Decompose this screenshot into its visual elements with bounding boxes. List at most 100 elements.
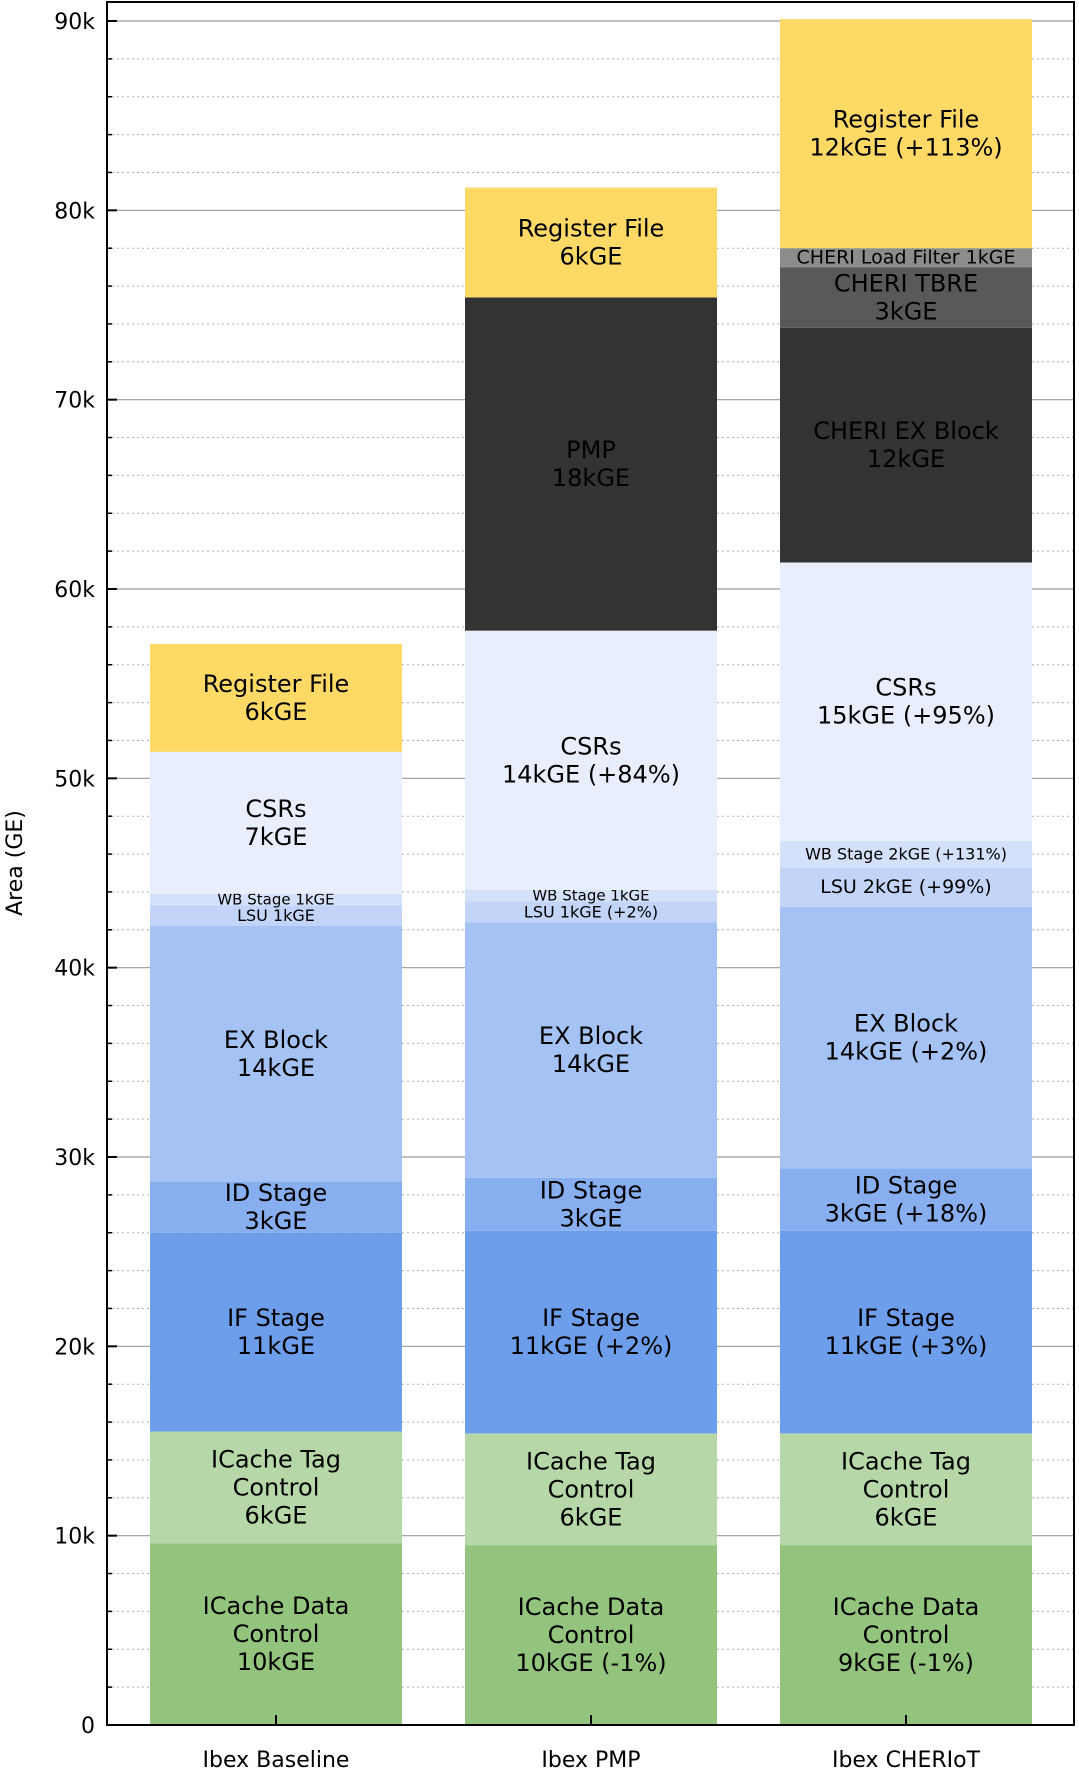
y-axis-label: Area (GE) xyxy=(3,810,28,916)
tick-labels: 0 10k 20k 30k 40k 50k 60k 70k 80k 90k Ibex Baselin… xyxy=(54,10,980,1773)
segment-label: 12kGE (+113%) xyxy=(809,134,1002,162)
segment-id-stage xyxy=(780,1168,1032,1231)
segment-ex-block xyxy=(780,907,1032,1169)
segment-label: EX Block xyxy=(854,1010,958,1038)
segment-label: CHERI TBRE xyxy=(834,269,978,297)
segment-label: ID Stage xyxy=(855,1172,958,1200)
segment-label: 3kGE xyxy=(875,297,938,325)
segment-label: 6kGE xyxy=(560,243,623,271)
segment-label: 11kGE xyxy=(237,1332,315,1360)
segment-label: LSU 2kGE (+99%) xyxy=(820,876,991,898)
segment-label: LSU 1kGE (+2%) xyxy=(524,902,658,921)
x-tick-label: Ibex PMP xyxy=(541,1748,640,1773)
segment-label: 15kGE (+95%) xyxy=(817,702,995,730)
segment-label: Register File xyxy=(203,670,350,698)
segment-label: IF Stage xyxy=(857,1304,955,1332)
segment-label: CHERI Load Filter 1kGE xyxy=(797,247,1016,269)
segment-icache-data-control xyxy=(150,1543,402,1725)
segment-label: ICache Tag xyxy=(211,1445,341,1473)
segment-csrs xyxy=(150,751,402,894)
segment-label: Register File xyxy=(833,106,980,134)
segment-label: ICache Data xyxy=(833,1593,980,1621)
segment-label: Control xyxy=(233,1620,320,1648)
segment-ex-block xyxy=(150,926,402,1182)
segment-label: EX Block xyxy=(539,1022,643,1050)
segment-register-file xyxy=(150,643,402,752)
y-tick-label: 70k xyxy=(54,389,95,414)
segment-ex-block xyxy=(465,922,717,1178)
segment-label: Control xyxy=(548,1475,635,1503)
segment-if-stage xyxy=(465,1230,717,1434)
segment-csrs xyxy=(465,630,717,891)
segment-label: Control xyxy=(548,1621,635,1649)
segment-label: ICache Tag xyxy=(841,1447,971,1475)
segment-cheri-ex-block xyxy=(780,327,1032,563)
segment-label: ID Stage xyxy=(540,1176,643,1204)
y-tick-label: 50k xyxy=(54,767,95,792)
y-tick-label: 60k xyxy=(54,578,95,603)
segment-label: 6kGE xyxy=(245,698,308,726)
segment-label: CSRs xyxy=(875,674,936,702)
segment-label: ICache Tag xyxy=(526,1447,656,1475)
segment-icache-tag-control xyxy=(465,1433,717,1546)
segment-label: 6kGE xyxy=(875,1503,938,1531)
segment-pmp xyxy=(465,297,717,631)
segment-icache-data-control xyxy=(780,1545,1032,1725)
y-tick-label: 90k xyxy=(54,10,95,35)
segment-lsu xyxy=(780,867,1032,908)
segment-label: Register File xyxy=(518,215,665,243)
segment-cheri-load-filter xyxy=(780,248,1032,268)
segment-label: 12kGE xyxy=(867,445,945,473)
segment-csrs xyxy=(780,562,1032,841)
segment-label: 7kGE xyxy=(245,823,308,851)
segment-register-file xyxy=(465,187,717,298)
segment-lsu xyxy=(150,905,402,927)
segment-id-stage xyxy=(150,1181,402,1233)
segment-label: 3kGE xyxy=(245,1207,308,1235)
segment-label: 10kGE xyxy=(237,1648,315,1676)
x-tick-label: Ibex Baseline xyxy=(203,1748,350,1773)
segment-label: WB Stage 1kGE xyxy=(532,887,649,905)
segment-register-file xyxy=(780,19,1032,249)
segment-label: 14kGE (+84%) xyxy=(502,760,680,788)
segment-label: 11kGE (+3%) xyxy=(825,1332,988,1360)
segment-label: CSRs xyxy=(560,732,621,760)
segment-label: 14kGE (+2%) xyxy=(825,1038,988,1066)
segment-label: 3kGE xyxy=(560,1204,623,1232)
y-tick-label: 10k xyxy=(54,1525,95,1550)
segment-label: ICache Data xyxy=(203,1592,350,1620)
segment-lsu xyxy=(465,901,717,923)
segment-label: Control xyxy=(863,1475,950,1503)
segment-id-stage xyxy=(465,1177,717,1231)
y-tick-label: 80k xyxy=(54,199,95,224)
segment-label: CSRs xyxy=(245,795,306,823)
segment-if-stage xyxy=(150,1232,402,1432)
segment-if-stage xyxy=(780,1230,1032,1434)
segment-label: Control xyxy=(863,1621,950,1649)
segment-label: ICache Data xyxy=(518,1593,665,1621)
segment-label: Control xyxy=(233,1473,320,1501)
y-tick-label: 30k xyxy=(54,1146,95,1171)
segment-label: 11kGE (+2%) xyxy=(510,1332,673,1360)
segment-icache-tag-control xyxy=(150,1431,402,1544)
segment-label: EX Block xyxy=(224,1026,328,1054)
segment-label: 14kGE xyxy=(237,1054,315,1082)
segment-label: 6kGE xyxy=(560,1503,623,1531)
segment-label: CHERI EX Block xyxy=(813,417,999,445)
segment-wb-stage xyxy=(780,840,1032,868)
axes xyxy=(106,1,1075,1726)
segment-label: ID Stage xyxy=(225,1179,328,1207)
y-tick-label: 40k xyxy=(54,957,95,982)
segment-label: 10kGE (-1%) xyxy=(515,1649,666,1677)
segment-label: 3kGE (+18%) xyxy=(825,1200,988,1228)
x-tick-label: Ibex CHERIoT xyxy=(832,1748,981,1773)
segment-wb-stage xyxy=(465,890,717,902)
segment-icache-tag-control xyxy=(780,1433,1032,1546)
y-tick-label: 20k xyxy=(54,1335,95,1360)
segment-label: 9kGE (-1%) xyxy=(838,1649,974,1677)
